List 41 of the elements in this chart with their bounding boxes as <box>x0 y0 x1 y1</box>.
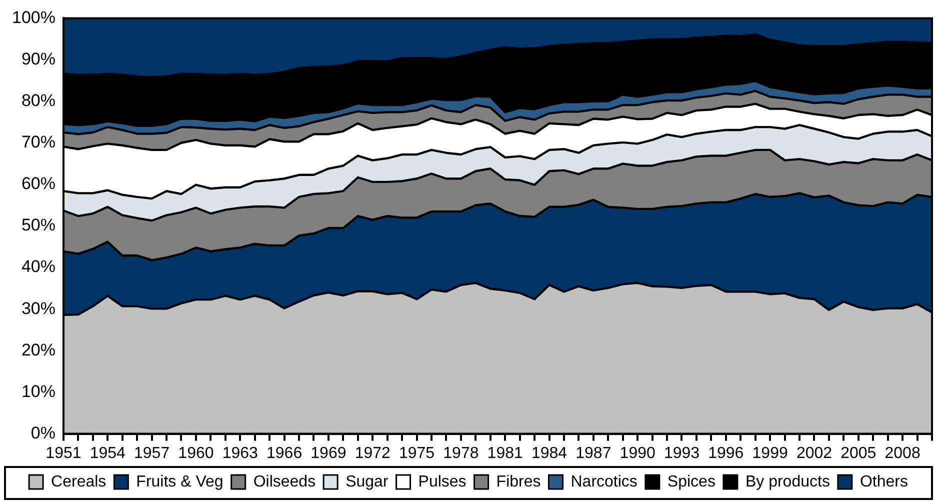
y-tick-label: 40% <box>21 257 56 276</box>
x-tick-label: 1972 <box>354 444 391 462</box>
x-tick-label: 1957 <box>134 444 170 462</box>
x-tick-label: 1987 <box>576 444 612 462</box>
x-tick-label: 1990 <box>620 444 656 462</box>
legend-label: Spices <box>667 473 716 490</box>
y-tick-label: 100% <box>12 8 56 27</box>
y-tick-label: 50% <box>21 216 56 235</box>
x-tick-label: 1999 <box>752 444 788 462</box>
x-tick-label: 1954 <box>90 444 126 462</box>
y-tick-label: 0% <box>30 423 56 442</box>
x-tick-label: 1996 <box>708 444 744 462</box>
x-tick-label: 1981 <box>487 444 523 462</box>
y-tick-label: 20% <box>21 340 56 360</box>
y-tick-label: 10% <box>21 382 56 401</box>
legend-label: Narcotics <box>570 473 638 490</box>
legend-label: By products <box>745 473 830 490</box>
y-tick-label: 70% <box>21 132 56 152</box>
x-tick-label: 1960 <box>178 444 214 462</box>
y-tick-label: 90% <box>21 49 56 68</box>
x-tick-label: 2005 <box>840 444 876 462</box>
x-tick-label: 1984 <box>531 444 568 462</box>
legend-label: Pulses <box>418 473 466 490</box>
x-tick-label: 2008 <box>884 444 920 462</box>
legend-label: Sugar <box>346 473 389 490</box>
legend-label: Fibres <box>496 473 541 490</box>
x-tick-label: 1978 <box>443 444 479 462</box>
x-tick-label: 1993 <box>664 444 700 462</box>
legend-label: Others <box>860 473 908 490</box>
legend-label: Cereals <box>51 473 106 490</box>
x-tick-label: 1966 <box>266 444 302 462</box>
x-tick-label: 1969 <box>310 444 346 462</box>
y-tick-label: 30% <box>21 298 56 318</box>
y-tick-label: 80% <box>21 91 56 110</box>
x-tick-label: 1963 <box>222 444 258 462</box>
legend-label: Oilseeds <box>253 473 316 490</box>
x-tick-label: 1975 <box>398 444 435 462</box>
x-tick-label: 2002 <box>796 444 832 462</box>
legend-label: Fruits & Veg <box>136 473 224 490</box>
y-tick-label: 60% <box>21 174 56 194</box>
x-tick-label: 1951 <box>46 444 82 462</box>
